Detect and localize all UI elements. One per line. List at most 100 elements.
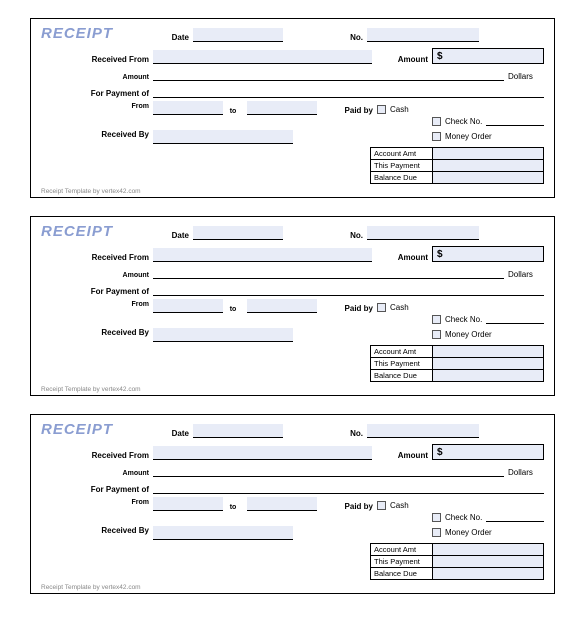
receipt-slip: RECEIPT Date No. Received From Amount $ … (30, 18, 555, 198)
footer-credit: Receipt Template by vertex42.com (41, 584, 544, 591)
amount-box[interactable]: $ (432, 444, 544, 460)
amount-word-label: Amount (41, 470, 153, 477)
amount-label: Amount (382, 451, 432, 460)
amount-box[interactable]: $ (432, 246, 544, 262)
pay-option-cash[interactable]: Cash (377, 103, 489, 115)
period-from-field[interactable] (153, 101, 223, 115)
balance-due-label: Balance Due (371, 370, 433, 381)
account-amt-field[interactable] (433, 346, 543, 357)
cash-label: Cash (390, 501, 409, 510)
check-label: Check No. (445, 315, 482, 324)
receipt-title: RECEIPT (41, 421, 153, 438)
pay-option-check[interactable]: Check No. (432, 313, 544, 325)
amount-words-field[interactable] (153, 265, 504, 279)
amount-word-label: Amount (41, 272, 153, 279)
pay-option-check[interactable]: Check No. (432, 511, 544, 523)
received-from-field[interactable] (153, 248, 372, 262)
date-label: Date (153, 33, 193, 42)
for-payment-field[interactable] (153, 480, 544, 494)
pay-option-money-order[interactable]: Money Order (432, 328, 544, 340)
table-row: This Payment (371, 358, 543, 370)
amount-box[interactable]: $ (432, 48, 544, 64)
this-payment-label: This Payment (371, 160, 433, 171)
account-amt-field[interactable] (433, 544, 543, 555)
pay-option-cash[interactable]: Cash (377, 301, 489, 313)
no-field[interactable] (367, 28, 479, 42)
checkbox-icon (432, 330, 441, 339)
balance-due-label: Balance Due (371, 172, 433, 183)
received-from-field[interactable] (153, 50, 372, 64)
checkbox-icon (432, 528, 441, 537)
dollars-label: Dollars (504, 72, 544, 81)
received-by-field[interactable] (153, 328, 293, 342)
received-from-label: Received From (41, 253, 153, 262)
amount-label: Amount (382, 55, 432, 64)
receipt-slip: RECEIPT Date No. Received From Amount $ … (30, 414, 555, 594)
check-no-field[interactable] (486, 314, 544, 324)
received-by-field[interactable] (153, 130, 293, 144)
this-payment-label: This Payment (371, 358, 433, 369)
to-label: to (223, 504, 247, 511)
check-no-field[interactable] (486, 116, 544, 126)
money-order-label: Money Order (445, 132, 492, 141)
receipt-title: RECEIPT (41, 223, 153, 240)
for-payment-label: For Payment of (41, 287, 153, 296)
no-label: No. (343, 231, 367, 240)
pay-option-cash[interactable]: Cash (377, 499, 489, 511)
no-field[interactable] (367, 226, 479, 240)
date-label: Date (153, 231, 193, 240)
date-field[interactable] (193, 28, 283, 42)
currency-symbol: $ (437, 51, 443, 62)
amount-words-field[interactable] (153, 463, 504, 477)
no-field[interactable] (367, 424, 479, 438)
summary-table: Account Amt This Payment Balance Due (370, 147, 544, 184)
checkbox-icon (432, 117, 441, 126)
balance-due-field[interactable] (433, 172, 543, 183)
period-to-field[interactable] (247, 299, 317, 313)
period-to-field[interactable] (247, 101, 317, 115)
money-order-label: Money Order (445, 528, 492, 537)
check-no-field[interactable] (486, 512, 544, 522)
received-by-field[interactable] (153, 526, 293, 540)
from-label: From (41, 101, 153, 110)
from-label: From (41, 497, 153, 506)
period-to-field[interactable] (247, 497, 317, 511)
received-from-label: Received From (41, 55, 153, 64)
table-row: Balance Due (371, 172, 543, 183)
pay-option-money-order[interactable]: Money Order (432, 526, 544, 538)
no-label: No. (343, 429, 367, 438)
currency-symbol: $ (437, 249, 443, 260)
balance-due-field[interactable] (433, 370, 543, 381)
paid-by-label: Paid by (317, 106, 377, 115)
account-amt-field[interactable] (433, 148, 543, 159)
period-from-field[interactable] (153, 497, 223, 511)
table-row: This Payment (371, 556, 543, 568)
to-label: to (223, 306, 247, 313)
for-payment-field[interactable] (153, 84, 544, 98)
table-row: This Payment (371, 160, 543, 172)
amount-words-field[interactable] (153, 67, 504, 81)
this-payment-field[interactable] (433, 358, 543, 369)
received-from-field[interactable] (153, 446, 372, 460)
cash-label: Cash (390, 303, 409, 312)
table-row: Account Amt (371, 148, 543, 160)
table-row: Account Amt (371, 544, 543, 556)
check-label: Check No. (445, 117, 482, 126)
pay-option-check[interactable]: Check No. (432, 115, 544, 127)
pay-option-money-order[interactable]: Money Order (432, 130, 544, 142)
this-payment-field[interactable] (433, 160, 543, 171)
period-from-field[interactable] (153, 299, 223, 313)
currency-symbol: $ (437, 447, 443, 458)
receipt-title: RECEIPT (41, 25, 153, 42)
date-field[interactable] (193, 226, 283, 240)
account-amt-label: Account Amt (371, 346, 433, 357)
received-by-label: Received By (41, 328, 153, 337)
for-payment-label: For Payment of (41, 89, 153, 98)
checkbox-icon (432, 315, 441, 324)
this-payment-field[interactable] (433, 556, 543, 567)
account-amt-label: Account Amt (371, 544, 433, 555)
for-payment-field[interactable] (153, 282, 544, 296)
to-label: to (223, 108, 247, 115)
date-field[interactable] (193, 424, 283, 438)
balance-due-field[interactable] (433, 568, 543, 579)
